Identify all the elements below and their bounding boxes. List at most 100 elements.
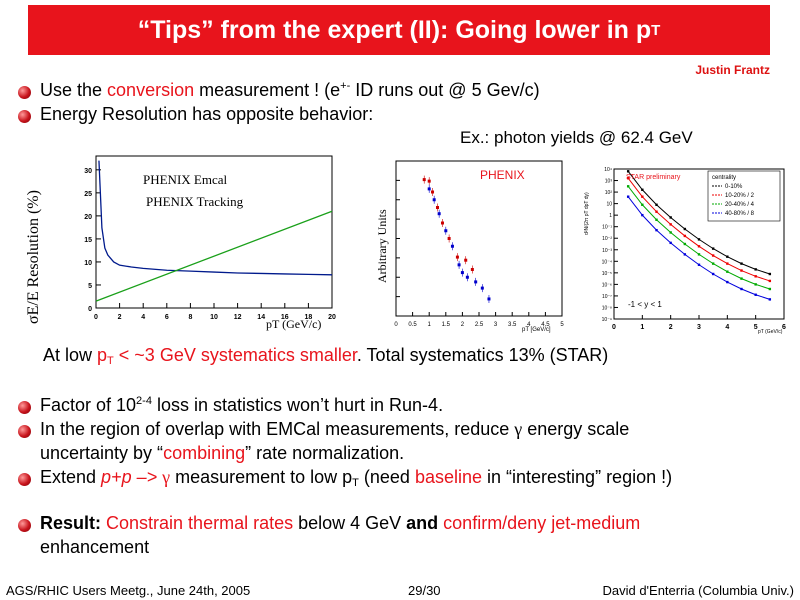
bullet-icon (18, 401, 31, 414)
x-tick-label: 20 (328, 314, 336, 321)
spectrum-point (626, 177, 630, 180)
spectrum-point (726, 255, 729, 258)
legend-entry: 0-10% (725, 184, 743, 190)
superscript: 2-4 (136, 395, 152, 407)
highlight-confirm: confirm/deny jet-medium (438, 513, 641, 533)
highlight-systematics: < ~3 GeV systematics smaller (113, 345, 357, 365)
y-tick-label: 10⁻⁵ (602, 271, 612, 277)
bullet-icon (18, 473, 31, 486)
x-tick-label: 1 (640, 324, 644, 331)
text: uncertainty by “ (40, 443, 164, 463)
x-tick-label: 4 (527, 322, 531, 328)
spectrum-point (697, 238, 701, 241)
text: (need (358, 467, 415, 487)
spectrum-point (641, 195, 644, 198)
bullet-icon (18, 86, 31, 99)
x-tick-label: 5 (560, 322, 564, 328)
bullet-result-line2: enhancement (40, 537, 150, 557)
spectrum-point (768, 287, 772, 291)
x-tick-label: 0 (394, 322, 398, 328)
title-text: “Tips” from the expert (II): Going lower… (137, 15, 652, 44)
footer-presenter: David d'Enterria (Columbia Univ.) (602, 583, 794, 598)
bullet-icon (18, 519, 31, 532)
bullet-statistics: Factor of 102-4 loss in statistics won’t… (40, 395, 443, 416)
chart-title-phenix: PHENIX (480, 168, 525, 182)
x-axis-label: pT (GeV/c) (758, 329, 783, 335)
y-tick-label: 10⁻⁷ (602, 294, 612, 300)
spectrum-point (726, 280, 729, 284)
spectrum-point (641, 188, 644, 191)
phenix-yield-chart: 0 0.5 1 1.5 2 2.5 3 3.5 4 4.5 5 PHENIX pT [GeV/c] Arb… (375, 160, 564, 333)
spectrum-point (740, 277, 743, 280)
bullet-icon (18, 425, 31, 438)
y-axis-label: σE/E Resolution (%) (25, 190, 42, 324)
spectrum-point (754, 283, 757, 286)
spectrum-point (740, 287, 743, 291)
y-tick-label: 10² (605, 190, 613, 196)
spectrum-point (754, 293, 757, 296)
spectrum-point (726, 262, 729, 265)
spectrum-point (754, 275, 757, 278)
y-tick-label: 10⁻⁹ (602, 317, 612, 323)
y-tick-label: 15 (84, 237, 92, 244)
spectrum-point (655, 210, 658, 213)
y-tick-label: 1 (609, 213, 612, 219)
pt-subscript: T (352, 477, 359, 489)
spectrum-point (655, 228, 658, 232)
text: below 4 GeV (293, 513, 407, 533)
x-tick-label: 1.5 (442, 322, 451, 328)
x-tick-label: 1 (428, 322, 432, 328)
spectrum-point (740, 269, 743, 272)
text: . Total systematics 13% (STAR) (356, 345, 609, 365)
resolution-chart: 0 2 4 6 8 10 12 14 16 18 20 0 5 10 15 20 25 30 PHENIX Emca… (25, 155, 336, 331)
highlight-conversion: conversion (107, 80, 195, 100)
text: Factor of 10 (40, 395, 137, 415)
x-tick-label: 3 (697, 324, 701, 331)
x-tick-label: 2 (118, 314, 122, 321)
x-tick-label: 3.5 (508, 322, 517, 328)
spectrum-point (697, 245, 701, 248)
text: At low (43, 345, 98, 365)
x-tick-label: 14 (257, 314, 265, 321)
x-axis-label: pT (GeV/c) (266, 317, 321, 331)
spectrum-point (669, 231, 672, 234)
text: Extend (40, 467, 102, 487)
spectrum-point (669, 223, 672, 226)
example-caption: Ex.: photon yields @ 62.4 GeV (460, 128, 693, 147)
y-tick-label: 10⁻⁶ (602, 282, 612, 288)
highlight-combining: combining (163, 443, 246, 463)
spectrum-point (711, 254, 715, 257)
result-label: Result: (40, 513, 107, 533)
spectrum-point (768, 279, 772, 283)
bullet-extend-pp: Extend p+p –> γ measurement to low pT (n… (40, 467, 672, 489)
spectrum-point (683, 234, 687, 238)
chart1-frame (95, 155, 333, 309)
text: ” rate normalization. (245, 443, 405, 463)
star-spectra-chart: 0 1 2 3 4 5 6 10⁴ 10³ 10² 10 1 10⁻¹ 10⁻² 10⁻³ 10⁻⁴ 10⁻⁵ 1… (584, 167, 786, 335)
x-tick-label: 3 (494, 322, 498, 328)
text: energy scale (522, 419, 630, 439)
superscript: +- (340, 80, 351, 92)
x-tick-label: 4 (725, 324, 729, 331)
y-tick-label: 10⁴ (604, 167, 612, 173)
y-tick-label: 10 (84, 260, 92, 267)
and-label: and (406, 513, 439, 533)
footer-page-number: 29/30 (408, 583, 441, 598)
text: Use the (40, 80, 108, 100)
text: in “interesting” region !) (482, 467, 673, 487)
y-tick-label: 10⁻⁸ (602, 305, 612, 311)
y-tick-label: 10⁻⁴ (602, 259, 612, 265)
text: In the region of overlap with EMCal meas… (40, 419, 515, 439)
x-tick-label: 2 (669, 324, 673, 331)
x-axis-label: pT [GeV/c] (522, 327, 551, 333)
bullet-overlap-line1: In the region of overlap with EMCal meas… (40, 419, 629, 440)
footer-conference: AGS/RHIC Users Meetg., June 24th, 2005 (6, 583, 251, 598)
pt-symbol: p (97, 345, 108, 365)
bullet-conversion: Use the conversion measurement ! (e+- ID… (40, 80, 540, 101)
legend-entry: 20-40% / 4 (725, 202, 755, 208)
gamma-symbol: γ (514, 419, 523, 439)
emcal-resolution-line (98, 160, 333, 276)
spectrum-point (669, 216, 672, 219)
bullet-result-line1: Result: Constrain thermal rates below 4 … (40, 513, 640, 534)
x-tick-label: 18 (305, 314, 313, 321)
